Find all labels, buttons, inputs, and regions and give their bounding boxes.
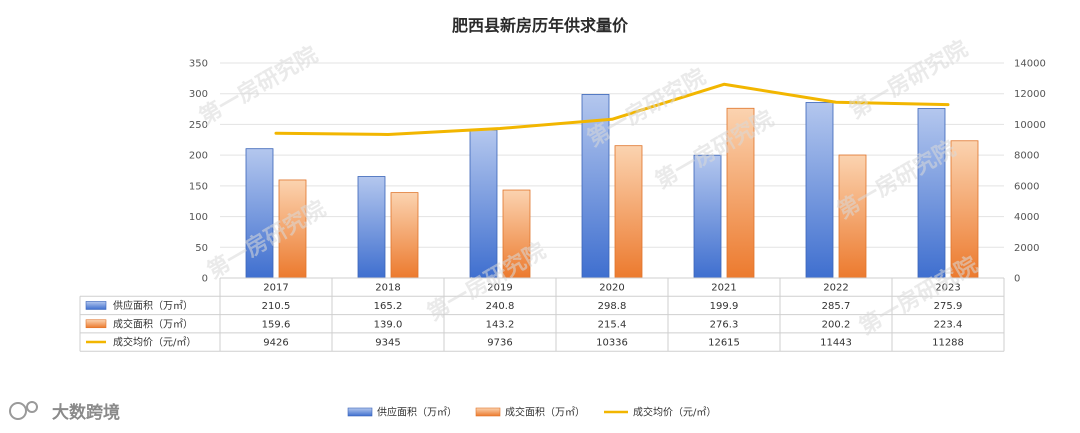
y-right-tick-label: 12000	[1014, 89, 1046, 100]
category-label-2020: 2020	[599, 283, 624, 294]
table-row-label: 成交面积（万㎡）	[113, 317, 193, 330]
table-cell: 11288	[932, 338, 964, 349]
logo-text: 大数跨境	[52, 402, 120, 423]
data-table: 2017 2018 2019 2020 2021 2022 2023 供应面积（万㎡） 210.…	[79, 277, 1005, 352]
y-left-tick-label: 150	[189, 181, 208, 192]
table-key-1	[85, 319, 107, 329]
left-axis: 0 50 100 150 200 250 300 350	[189, 59, 208, 285]
table-cell: 240.8	[486, 301, 515, 312]
y-left-tick-label: 100	[189, 212, 208, 223]
legend-label-1: 成交面积（万㎡）	[505, 406, 585, 419]
table-cell: 210.5	[262, 301, 291, 312]
bar-supply-2023	[917, 108, 946, 279]
price-line	[274, 82, 950, 136]
watermark-text: 第一房研究院	[845, 36, 972, 125]
table-cell: 9426	[263, 338, 288, 349]
table-cell: 10336	[596, 338, 628, 349]
y-right-tick-label: 4000	[1014, 212, 1039, 223]
category-label-2021: 2021	[711, 283, 736, 294]
bar-deal-2023	[950, 140, 979, 279]
y-left-tick-label: 300	[189, 89, 208, 100]
bars	[245, 94, 979, 279]
legend-label-2: 成交均价（元/㎡）	[633, 406, 716, 419]
table-cell: 215.4	[598, 319, 627, 330]
y-left-tick-label: 250	[189, 120, 208, 131]
category-label-2018: 2018	[375, 283, 400, 294]
table-cell: 11443	[820, 338, 852, 349]
category-label-2022: 2022	[823, 283, 848, 294]
category-label-2023: 2023	[935, 283, 960, 294]
y-right-tick-label: 8000	[1014, 151, 1039, 162]
bar-supply-2018	[357, 176, 386, 279]
chart-title: 肥西县新房历年供求量价	[452, 16, 629, 35]
legend-swatch-1	[475, 407, 501, 417]
right-axis: 0 2000 4000 6000 8000 10000 12000 14000	[1014, 59, 1046, 285]
y-left-tick-label: 200	[189, 151, 208, 162]
watermark-text: 第一房研究院	[195, 42, 322, 131]
bar-deal-2020	[614, 145, 643, 279]
bar-supply-2019	[469, 129, 498, 279]
y-right-tick-label: 2000	[1014, 243, 1039, 254]
table-cell: 9345	[375, 338, 400, 349]
table-cell: 298.8	[598, 301, 627, 312]
table-cell: 143.2	[486, 319, 515, 330]
logo-icon-dot	[26, 401, 38, 413]
table-cell: 9736	[487, 338, 512, 349]
bar-deal-2022	[838, 154, 867, 279]
table-row-label: 供应面积（万㎡）	[113, 299, 193, 312]
bar-supply-2020	[581, 94, 610, 279]
y-right-tick-label: 14000	[1014, 59, 1046, 70]
logo-icon	[9, 402, 27, 420]
table-cell: 199.9	[710, 301, 739, 312]
y-right-tick-label: 0	[1014, 274, 1020, 285]
category-label-2017: 2017	[263, 283, 288, 294]
table-cell: 12615	[708, 338, 740, 349]
bar-deal-2019	[502, 189, 531, 279]
y-left-tick-label: 50	[195, 243, 208, 254]
bar-supply-2022	[805, 102, 834, 279]
gridlines	[220, 62, 1004, 279]
brand-logo: 大数跨境	[9, 401, 120, 423]
table-cell: 200.2	[822, 319, 851, 330]
table-cell: 223.4	[934, 319, 963, 330]
y-right-tick-label: 6000	[1014, 181, 1039, 192]
table-cell: 285.7	[822, 301, 851, 312]
legend-swatch-0	[347, 407, 373, 417]
table-cell: 275.9	[934, 301, 963, 312]
y-left-tick-label: 0	[202, 274, 208, 285]
bar-deal-2017	[278, 179, 307, 279]
y-right-tick-label: 10000	[1014, 120, 1046, 131]
table-row-label: 成交均价（元/㎡）	[113, 336, 196, 349]
table-cell: 139.0	[374, 319, 403, 330]
legend-label-0: 供应面积（万㎡）	[377, 406, 457, 419]
table-key-0	[85, 301, 107, 310]
legend: 供应面积（万㎡） 成交面积（万㎡） 成交均价（元/㎡）	[347, 406, 716, 419]
table-cell: 276.3	[710, 319, 739, 330]
table-cell: 165.2	[374, 301, 403, 312]
bar-supply-2021	[693, 154, 722, 279]
y-left-tick-label: 350	[189, 59, 208, 70]
table-cell: 159.6	[262, 319, 291, 330]
category-label-2019: 2019	[487, 283, 512, 294]
bar-deal-2018	[390, 192, 419, 279]
